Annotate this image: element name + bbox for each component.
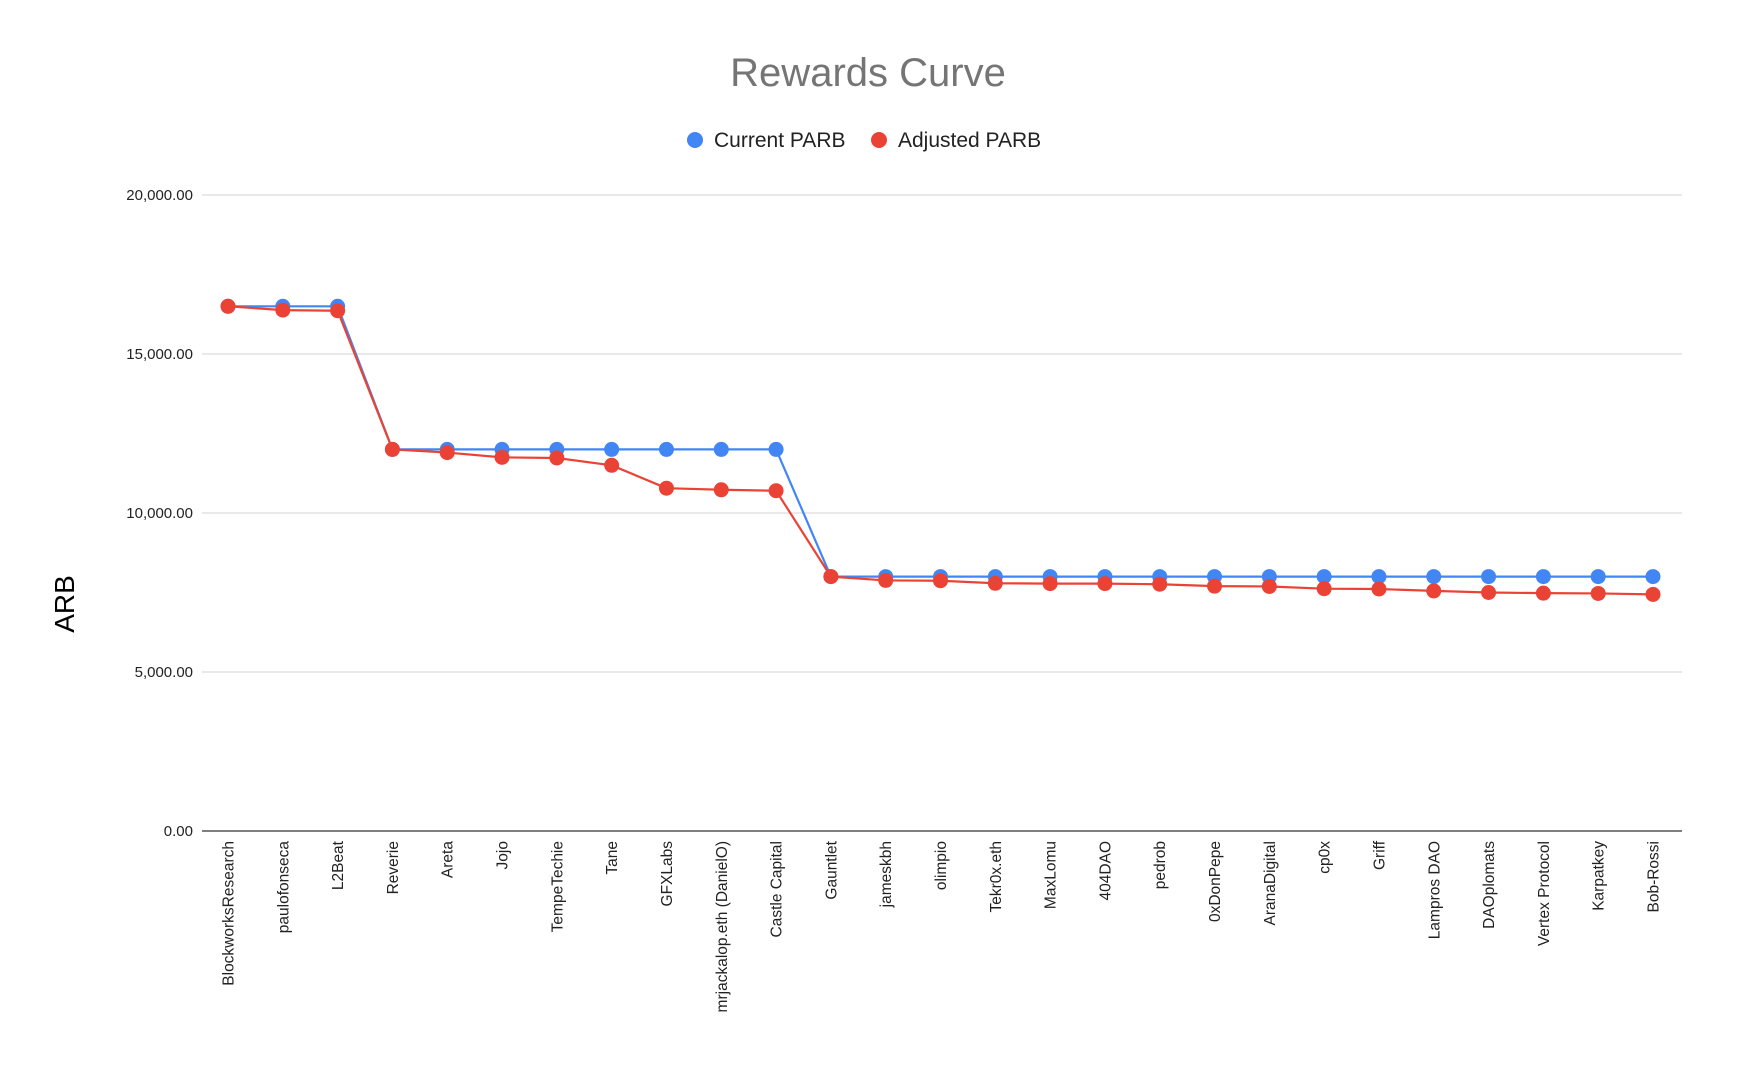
data-point-adjusted-parb-areta	[439, 445, 455, 461]
legend-item-current-parb[interactable]: Current PARB	[687, 129, 846, 152]
x-tick-label-vertex-protocol: Vertex Protocol	[1536, 841, 1553, 946]
data-point-adjusted-parb-gauntlet	[823, 569, 839, 585]
data-point-current-parb-lampros-dao	[1426, 569, 1442, 585]
data-point-adjusted-parb-griff	[1371, 581, 1387, 597]
x-axis-ticks: BlockworksResearch paulofonseca L2Beat Reve…	[221, 840, 1663, 1012]
x-tick-label-reverie: Reverie	[385, 841, 402, 894]
x-tick-label-404dao: 404DAO	[1097, 841, 1114, 900]
series-line-current-parb	[228, 305, 1653, 578]
data-point-adjusted-parb-0xdonpepe	[1207, 578, 1223, 594]
legend: Current PARB Adjusted PARB	[687, 129, 1041, 152]
x-tick-label-gauntlet: Gauntlet	[823, 840, 840, 899]
data-point-current-parb-gfxlabs	[658, 441, 674, 457]
data-point-adjusted-parb-daoplomats	[1481, 585, 1497, 600]
data-point-adjusted-parb-tekr0x-eth	[987, 575, 1003, 591]
y-tick-label: 20,000.00	[126, 187, 193, 204]
x-tick-label-karpatkey: Karpatkey	[1591, 841, 1608, 911]
y-tick-label: 15,000.00	[126, 346, 193, 363]
x-tick-label-lampros-dao: Lampros DAO	[1426, 841, 1443, 939]
y-axis-label: ARB	[49, 575, 80, 633]
x-tick-label-jameskbh: jameskbh	[878, 841, 895, 908]
grid-lines	[202, 194, 1682, 832]
data-point-adjusted-parb-pedrob	[1152, 576, 1168, 592]
y-tick-label: 10,000.00	[126, 505, 193, 522]
data-point-adjusted-parb-aranadigital	[1261, 578, 1277, 594]
data-point-adjusted-parb-olimpio	[933, 573, 948, 589]
x-tick-label-tane: Tane	[604, 841, 621, 875]
data-point-adjusted-parb-l2beat	[330, 303, 346, 319]
data-point-adjusted-parb-lampros-dao	[1426, 583, 1442, 599]
data-point-adjusted-parb-cp0x	[1316, 581, 1332, 597]
legend-marker-current-parb	[687, 132, 703, 148]
data-point-adjusted-parb-blockworksresearch	[220, 298, 236, 314]
data-point-current-parb-daoplomats	[1481, 569, 1497, 585]
data-point-adjusted-parb-maxlomu	[1042, 576, 1058, 592]
y-tick-label: 0.00	[164, 823, 193, 840]
data-point-adjusted-parb-jojo	[494, 449, 510, 465]
y-axis-ticks: 0.00 5,000.00 10,000.00 15,000.00 20,000.00	[126, 187, 193, 840]
data-point-adjusted-parb-bob-rossi	[1645, 586, 1661, 602]
x-tick-label-tempetechie: TempeTechie	[549, 841, 566, 932]
x-tick-label-aranadigital: AranaDigital	[1262, 841, 1279, 925]
x-tick-label-areta: Areta	[440, 841, 457, 878]
data-point-adjusted-parb-reverie	[384, 441, 400, 457]
y-tick-label: 5,000.00	[135, 664, 193, 681]
data-point-current-parb-cp0x	[1316, 569, 1332, 585]
x-tick-label-pedrob: pedrob	[1152, 841, 1169, 889]
legend-label-current-parb: Current PARB	[714, 129, 846, 152]
data-point-adjusted-parb-paulofonseca	[275, 302, 291, 318]
x-tick-label-l2beat: L2Beat	[330, 840, 347, 890]
chart-title: Rewards Curve	[730, 51, 1006, 95]
legend-marker-adjusted-parb	[871, 132, 887, 148]
series-current-parb	[220, 298, 1661, 585]
x-tick-label-castle-capital: Castle Capital	[769, 841, 786, 938]
x-tick-label-cp0x: cp0x	[1317, 841, 1334, 874]
data-point-adjusted-parb-castle-capital	[768, 483, 784, 499]
data-point-current-parb-tane	[604, 441, 620, 457]
data-point-adjusted-parb-gfxlabs	[658, 480, 674, 496]
x-tick-label-bob-rossi: Bob-Rossi	[1646, 841, 1663, 913]
x-tick-label-0xdonpepe: 0xDonPepe	[1207, 841, 1224, 922]
x-tick-label-griff: Griff	[1371, 840, 1388, 870]
x-tick-label-gfxlabs: GFXLabs	[659, 841, 676, 907]
x-tick-label-daoplomats: DAOplomats	[1481, 841, 1498, 929]
data-point-adjusted-parb-vertex-protocol	[1535, 585, 1551, 601]
data-point-current-parb-vertex-protocol	[1535, 569, 1551, 585]
series-layer	[220, 298, 1661, 602]
data-point-current-parb-griff	[1371, 569, 1387, 585]
data-point-adjusted-parb-tempetechie	[549, 450, 565, 466]
x-tick-label-olimpio: olimpio	[933, 841, 950, 890]
x-tick-label-mrjackalop-eth-danielo: mrjackalop.eth (DanielO)	[714, 841, 731, 1012]
data-point-current-parb-bob-rossi	[1645, 569, 1661, 585]
data-point-current-parb-karpatkey	[1590, 569, 1606, 585]
x-tick-label-tekr0x-eth: Tekr0x.eth	[988, 841, 1005, 913]
data-point-current-parb-castle-capital	[768, 441, 784, 457]
data-point-adjusted-parb-404dao	[1097, 576, 1113, 592]
data-point-adjusted-parb-mrjackalop-eth-danielo	[713, 482, 729, 498]
x-tick-label-maxlomu: MaxLomu	[1043, 841, 1060, 909]
data-point-adjusted-parb-tane	[604, 457, 620, 473]
data-point-current-parb-mrjackalop-eth-danielo	[713, 441, 729, 457]
legend-label-adjusted-parb: Adjusted PARB	[898, 129, 1041, 152]
legend-item-adjusted-parb[interactable]: Adjusted PARB	[871, 129, 1041, 152]
x-tick-label-blockworksresearch: BlockworksResearch	[221, 841, 238, 986]
data-point-adjusted-parb-jameskbh	[878, 572, 894, 588]
series-adjusted-parb	[220, 298, 1661, 602]
x-tick-label-paulofonseca: paulofonseca	[275, 841, 292, 934]
data-point-adjusted-parb-karpatkey	[1590, 585, 1606, 601]
x-tick-label-jojo: Jojo	[495, 841, 512, 869]
